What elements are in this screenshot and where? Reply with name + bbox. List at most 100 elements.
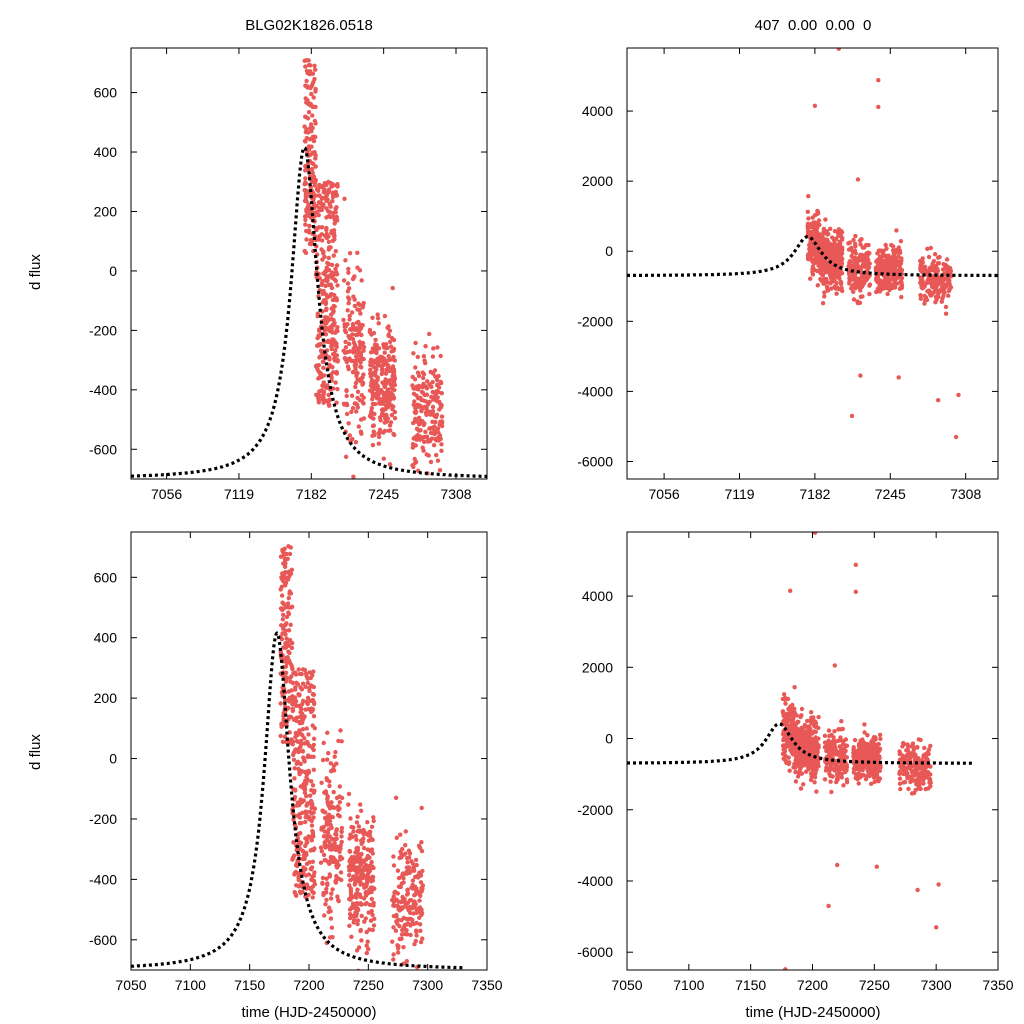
data-point: [849, 254, 854, 259]
data-point: [873, 764, 878, 769]
data-point: [286, 649, 291, 654]
data-point: [343, 454, 349, 459]
data-point: [809, 710, 814, 715]
data-point: [355, 921, 360, 927]
data-point: [898, 239, 904, 244]
data-point: [306, 62, 312, 68]
data-point: [324, 897, 329, 903]
data-point: [891, 281, 896, 286]
data-point: [385, 416, 390, 421]
data-point: [399, 852, 404, 857]
plot-frame: [130, 47, 488, 480]
data-point: [353, 384, 358, 390]
data-point: [303, 707, 308, 712]
data-point: [343, 339, 348, 345]
data-point: [918, 293, 923, 298]
data-point: [801, 782, 806, 787]
xlabel-bottom-left: time (HJD-2450000): [241, 1004, 376, 1021]
data-point: [411, 436, 416, 441]
data-point: [278, 701, 283, 706]
data-point: [805, 764, 810, 769]
data-point: [317, 343, 322, 348]
data-point: [822, 238, 827, 243]
data-point: [910, 744, 916, 749]
data-point: [807, 250, 813, 255]
data-point: [885, 258, 890, 263]
data-point: [311, 848, 316, 853]
data-point: [872, 779, 877, 784]
data-point: [318, 393, 323, 398]
data-point: [837, 750, 842, 756]
data-point: [413, 340, 418, 346]
data-point: [283, 670, 289, 675]
data-point: [853, 275, 858, 280]
data-point: [816, 218, 822, 223]
data-point: [305, 212, 310, 217]
data-point: [311, 684, 316, 690]
data-point: [413, 857, 419, 863]
data-point: [358, 802, 363, 807]
data-point: [396, 907, 401, 912]
data-point: [346, 334, 351, 339]
data-point: [860, 253, 865, 258]
data-point: [398, 832, 403, 837]
data-point: [436, 389, 441, 395]
data-point: [365, 939, 370, 944]
data-point: [303, 194, 308, 199]
xlabel-bottom-right: time (HJD-2450000): [745, 1004, 880, 1021]
data-point: [420, 883, 426, 888]
data-point: [928, 245, 933, 251]
data-point: [353, 913, 358, 918]
data-point: [414, 933, 419, 938]
data-point: [839, 234, 844, 239]
data-point: [371, 815, 376, 820]
data-point: [869, 781, 874, 786]
data-point: [419, 840, 424, 845]
data-point: [376, 441, 381, 446]
data-point: [427, 399, 432, 404]
data-point: [426, 453, 431, 458]
data-point: [351, 346, 356, 351]
data-point: [423, 429, 428, 434]
data-point: [278, 733, 283, 739]
data-point: [338, 728, 343, 733]
data-point: [327, 872, 332, 877]
data-point: [330, 887, 335, 892]
data-point: [321, 740, 326, 746]
data-point: [858, 283, 863, 288]
data-point: [781, 747, 786, 752]
data-point: [870, 773, 875, 778]
data-point: [343, 345, 349, 350]
data-point: [349, 409, 354, 415]
data-point: [347, 883, 352, 888]
data-point: [315, 311, 320, 316]
data-point: [313, 178, 318, 183]
data-point: [331, 228, 337, 233]
data-point: [851, 289, 856, 294]
data-point: [897, 263, 902, 269]
data-point-outlier: [835, 862, 840, 868]
data-point: [328, 761, 333, 766]
data-point: [302, 182, 307, 187]
data-point: [329, 312, 334, 317]
data-point: [319, 354, 324, 359]
data-point: [834, 772, 840, 777]
data-point: [909, 776, 914, 782]
x-tick-label: 7182: [296, 486, 327, 502]
data-point: [296, 884, 302, 889]
data-point: [293, 892, 298, 897]
data-point: [290, 857, 295, 862]
data-point: [367, 413, 373, 419]
data-point: [355, 814, 360, 819]
data-point: [320, 238, 325, 243]
data-point: [389, 386, 394, 391]
data-point: [298, 710, 303, 715]
data-point: [916, 757, 921, 763]
data-point: [318, 348, 324, 353]
data-point: [372, 432, 377, 438]
data-point: [346, 802, 351, 807]
y-tick-label: -200: [89, 322, 117, 338]
data-point: [308, 754, 313, 759]
data-point: [368, 383, 374, 388]
data-point: [304, 793, 309, 799]
